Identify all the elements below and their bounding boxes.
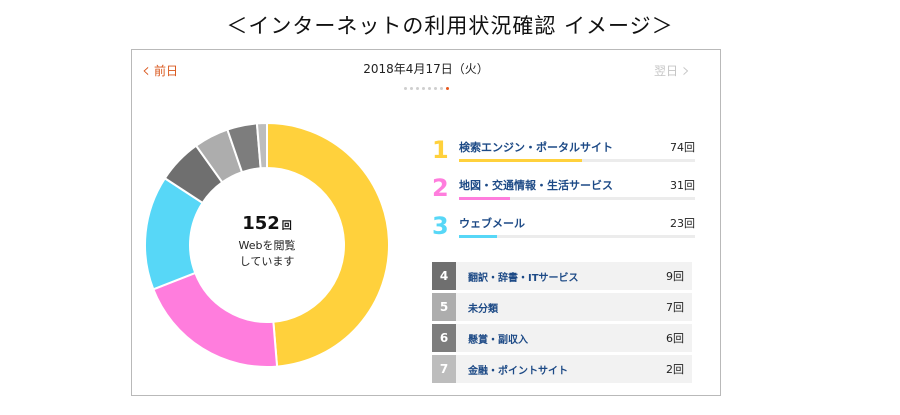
page-indicator [132,87,720,90]
ranking-row[interactable]: 7 金融・ポイントサイト 2回 [432,355,692,383]
page-title: ＜インターネットの利用状況確認 イメージ＞ [226,14,674,38]
top-ranking-list: 1 検索エンジン・ポータルサイト 74回 2 地図・交通情報・生活サービス 31… [432,135,695,249]
page-dot[interactable] [433,87,437,90]
category-count: 9回 [666,270,684,283]
rank-number: 3 [432,212,449,240]
page-dot[interactable] [409,87,413,90]
category-count: 7回 [666,301,684,314]
category-name: 検索エンジン・ポータルサイト [459,141,613,154]
usage-donut-chart [144,122,390,368]
total-count: 152 [242,213,280,234]
usage-bar-fill [459,159,582,162]
ranking-item[interactable]: 1 検索エンジン・ポータルサイト 74回 [432,135,695,173]
total-caption-line2: しています [239,255,295,268]
next-day-label: 翌日 [653,64,678,78]
rank-badge: 6 [432,324,456,352]
ranking-item[interactable]: 3 ウェブメール 23回 [432,211,695,249]
category-count: 74回 [670,141,695,154]
usage-bar-fill [459,235,498,238]
category-name: 未分類 [468,303,498,315]
category-count: 2回 [666,363,684,376]
next-day-button[interactable]: 翌日 › [653,57,690,82]
category-count: 23回 [670,217,695,230]
donut-center-label: 152 回 Webを閲覧 しています [144,213,390,270]
page-dot[interactable] [415,87,419,90]
donut-slice [266,122,390,368]
chevron-right-icon: › [682,57,690,82]
donut-slice [255,122,268,170]
donut-slice [152,271,279,368]
usage-panel: ‹ 前日 2018年4月17日（火） 翌日 › 152 回 Webを閲覧 していま… [131,49,721,396]
page-dot[interactable] [421,87,425,90]
page-dot[interactable] [403,87,407,90]
prev-day-button[interactable]: ‹ 前日 [142,57,179,82]
category-count: 6回 [666,332,684,345]
ranking-item[interactable]: 2 地図・交通情報・生活サービス 31回 [432,173,695,211]
prev-day-label: 前日 [154,64,179,78]
rank-number: 1 [432,136,449,164]
total-count-unit: 回 [281,221,292,232]
ranking-row[interactable]: 4 翻訳・辞書・ITサービス 9回 [432,262,692,290]
rank-number: 2 [432,174,449,202]
date-label: 2018年4月17日（火） [363,62,489,76]
category-name: 金融・ポイントサイト [468,365,568,377]
category-name: 地図・交通情報・生活サービス [459,179,613,192]
rank-badge: 7 [432,355,456,383]
usage-bar [459,235,695,238]
total-caption-line1: Webを閲覧 [238,239,296,252]
usage-bar-fill [459,197,511,200]
category-name: 翻訳・辞書・ITサービス [468,272,579,284]
usage-bar [459,197,695,200]
ranking-row[interactable]: 6 懸賞・副収入 6回 [432,324,692,352]
category-count: 31回 [670,179,695,192]
other-ranking-list: 4 翻訳・辞書・ITサービス 9回 5 未分類 7回 6 懸賞・副収入 6回 7… [432,262,692,386]
chevron-left-icon: ‹ [142,57,150,82]
ranking-row[interactable]: 5 未分類 7回 [432,293,692,321]
page-dot[interactable] [427,87,431,90]
rank-badge: 5 [432,293,456,321]
category-name: ウェブメール [459,217,525,230]
page-dot[interactable] [445,87,449,90]
usage-bar [459,159,695,162]
page-dot[interactable] [439,87,443,90]
rank-badge: 4 [432,262,456,290]
category-name: 懸賞・副収入 [468,334,528,346]
